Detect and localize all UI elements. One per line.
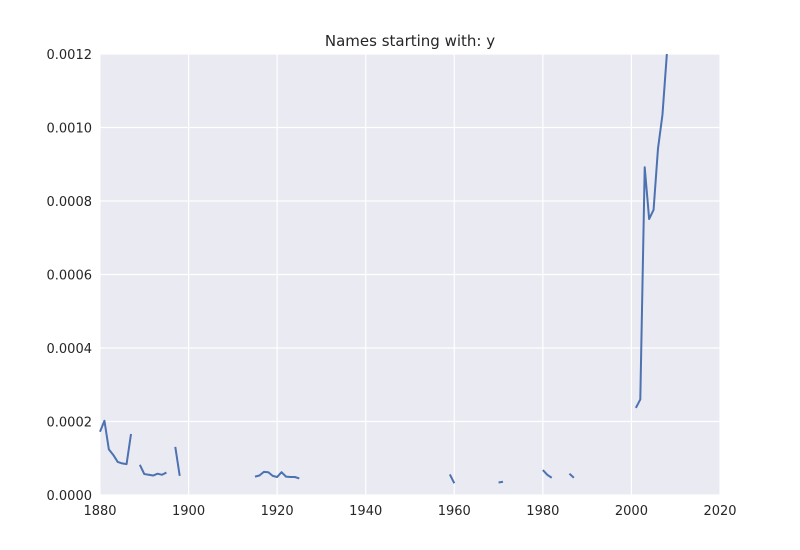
- x-tick-label: 1900: [172, 504, 205, 519]
- x-tick-label: 1920: [261, 504, 294, 519]
- grid-lines: [99, 53, 721, 496]
- y-tick-label: 0.0008: [47, 195, 93, 210]
- y-tick-label: 0.0010: [47, 122, 93, 137]
- y-tick-label: 0.0002: [47, 416, 93, 431]
- series-line-segment: [542, 469, 553, 479]
- x-tick-label: 1940: [349, 504, 382, 519]
- series-line-segment: [138, 464, 167, 477]
- x-tick-label: 1960: [438, 504, 471, 519]
- x-tick-label: 1880: [83, 504, 116, 519]
- series-line-segment: [254, 470, 300, 480]
- x-tick-label: 2000: [615, 504, 648, 519]
- series-line-segment: [174, 446, 181, 477]
- series-line-segment: [568, 472, 575, 479]
- chart-title: Names starting with: y: [325, 32, 495, 50]
- x-tick-label: 2020: [703, 504, 736, 519]
- y-tick-label: 0.0006: [47, 269, 93, 284]
- series-line-segment: [634, 53, 668, 409]
- x-axis-ticks: 1880 1900 1920 1940 1960 1980 2000 2020: [83, 504, 736, 519]
- y-tick-label: 0.0012: [47, 48, 93, 63]
- series-line-segment: [498, 480, 504, 484]
- series-line-segment: [448, 473, 456, 484]
- y-tick-label: 0.0000: [47, 489, 93, 504]
- series-line-segment: [99, 419, 132, 466]
- series-lines: [99, 53, 668, 484]
- y-axis-ticks: 0.0000 0.0002 0.0004 0.0006 0.0008 0.0010 0.00…: [47, 48, 93, 504]
- x-tick-label: 1980: [526, 504, 559, 519]
- y-tick-label: 0.0004: [47, 342, 93, 357]
